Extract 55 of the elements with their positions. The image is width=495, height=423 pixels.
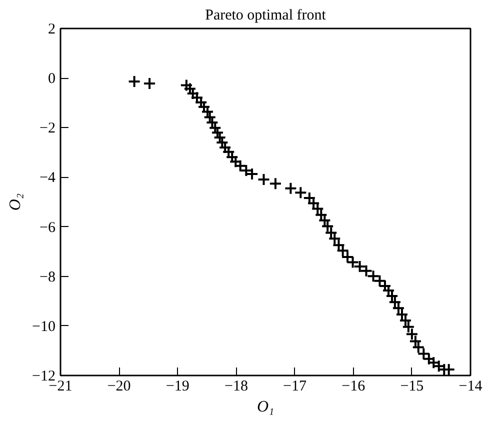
point [402,320,415,334]
y-tick-label: −6 [40,220,56,236]
point [388,296,402,309]
point [332,238,346,252]
x-tick-label: −15 [400,378,424,394]
point [143,77,156,90]
point [311,202,324,216]
point [294,186,308,200]
x-tick-label: −16 [342,378,366,394]
y-tick-label: −10 [32,318,56,335]
point [341,250,354,264]
x-tick-label: −20 [107,378,131,394]
point [408,334,422,348]
point [234,159,247,172]
y-tick-label: −12 [32,368,56,384]
point [222,145,236,158]
point [246,167,259,180]
point [417,347,430,360]
point [194,96,208,109]
point [398,314,412,327]
point [336,244,350,258]
point [318,214,332,227]
x-tick-label: −18 [224,378,248,394]
point [353,260,366,273]
point [257,172,270,186]
y-tick-label: 2 [48,22,56,38]
point [268,177,282,190]
point [321,220,334,233]
point [328,232,342,246]
point [405,328,418,341]
point [392,302,405,315]
point [366,270,380,283]
chart-title: Pareto optimal front [205,8,327,24]
y-tick-label: −8 [40,269,56,286]
x-axis-title: O₁ [256,398,274,416]
y-tick-label: 0 [48,71,56,88]
x-tick-label: −19 [166,378,190,394]
point [240,164,253,178]
y-axis-title: O₂ [7,193,24,211]
point [314,208,328,222]
point [395,308,408,322]
point [190,91,204,104]
x-tick-label: −17 [283,378,308,394]
point [412,340,425,354]
y-tick-label: −4 [40,170,56,186]
point [128,75,141,88]
point [360,264,373,278]
point [180,78,193,92]
y-tick-label: −2 [40,120,56,137]
point [229,155,242,168]
point [284,182,298,195]
point [373,274,386,288]
point [346,256,360,269]
x-tick-label: −14 [458,378,483,394]
point [324,226,338,240]
